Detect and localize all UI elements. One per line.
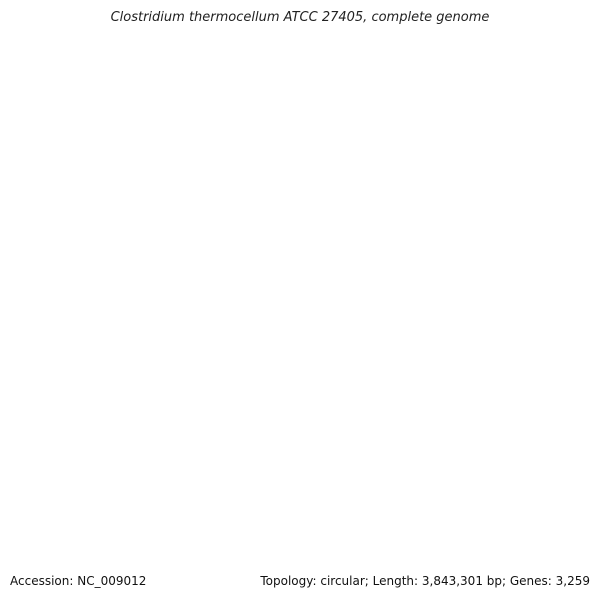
genome-summary-text: Topology: circular; Length: 3,843,301 bp… <box>260 574 590 588</box>
map-title: Clostridium thermocellum ATCC 27405, com… <box>110 10 490 25</box>
accession-text: Accession: NC_009012 <box>10 574 147 588</box>
